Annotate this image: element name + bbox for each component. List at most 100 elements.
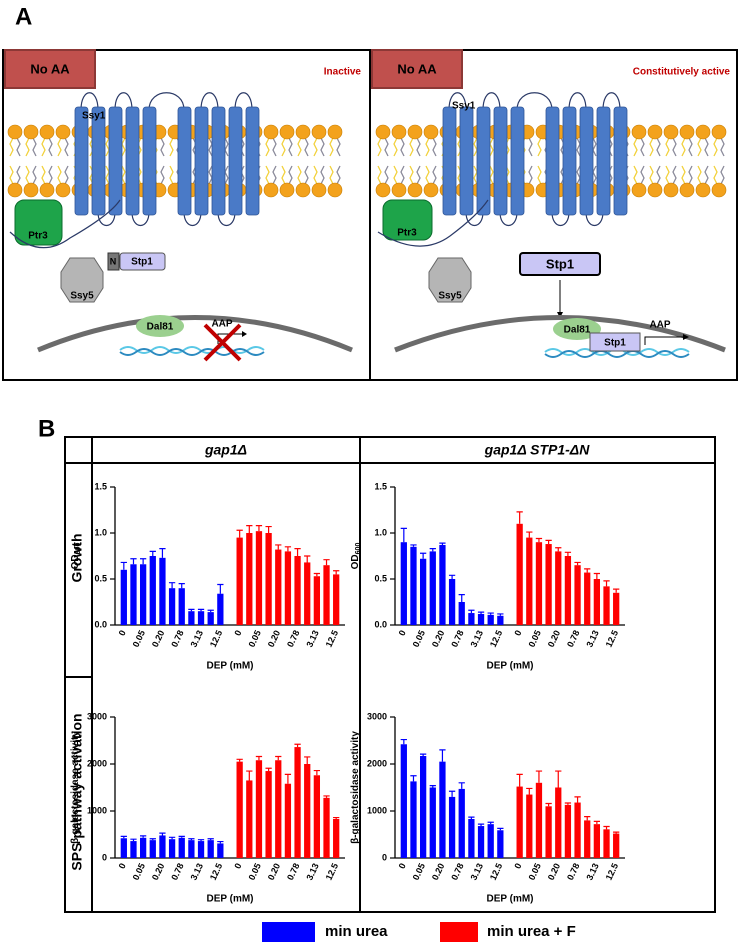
- lipid-head: [407, 182, 423, 198]
- lipid-tail: [265, 165, 270, 185]
- y-tick-label: 1000: [367, 805, 387, 815]
- ptr3: [382, 199, 433, 241]
- lipid-head: [327, 182, 343, 198]
- lipid-head: [631, 124, 647, 140]
- lipid-tail: [457, 137, 462, 157]
- lipid-tail: [16, 137, 21, 157]
- lipid-tail: [121, 165, 126, 185]
- lipid-tail: [41, 165, 46, 185]
- y-tick-label: 0.5: [94, 573, 107, 583]
- lipid-tail: [560, 165, 565, 185]
- error-bar: [419, 753, 427, 757]
- lipid-tail: [313, 165, 318, 185]
- bar: [246, 780, 253, 858]
- error-bar: [497, 827, 504, 831]
- lipid-tail: [649, 165, 654, 185]
- lipid-tail: [288, 137, 293, 157]
- bar: [139, 837, 147, 858]
- lipid-tail: [473, 165, 478, 185]
- x-tick-label: 3.13: [469, 862, 485, 882]
- column-header: gap1Δ: [204, 442, 247, 458]
- lipid-head: [295, 182, 311, 198]
- lipid-tail: [137, 137, 142, 157]
- x-tick-label: 0.05: [131, 629, 147, 649]
- bar: [275, 549, 282, 625]
- x-axis-label: DEP (mM): [206, 661, 253, 672]
- bar: [246, 533, 253, 625]
- loop: [148, 92, 185, 111]
- error-bar: [535, 770, 543, 783]
- error-bar: [236, 758, 243, 762]
- lipid-tail: [672, 165, 677, 185]
- lipid-tail: [656, 137, 661, 157]
- error-bar: [139, 558, 147, 565]
- lipid-tail: [48, 165, 53, 185]
- stp1-label: Stp1: [546, 256, 574, 271]
- y-tick-label: 1.0: [94, 527, 107, 537]
- lipid-head: [311, 124, 327, 140]
- loop: [448, 92, 467, 111]
- y-axis-label: β-galactosidase activity: [350, 731, 361, 844]
- lipid-head: [663, 124, 679, 140]
- lipid-tail: [25, 137, 30, 157]
- bar: [333, 818, 340, 858]
- n-domain-label: N: [110, 256, 117, 266]
- lipid-tail: [208, 165, 213, 185]
- loop: [80, 92, 99, 111]
- bar: [207, 612, 214, 625]
- x-tick-label: 0.05: [411, 629, 427, 649]
- lipid-head: [663, 182, 679, 198]
- sensor-label: Ssy1: [82, 111, 106, 122]
- x-tick-label: 3.13: [189, 629, 205, 649]
- error-bar: [294, 743, 301, 748]
- loop: [551, 211, 570, 227]
- lipid-tail: [281, 165, 286, 185]
- error-bar: [188, 608, 195, 612]
- lipid-tail: [169, 165, 174, 185]
- x-tick-label: 0.78: [169, 629, 185, 649]
- bar: [400, 744, 407, 858]
- y-tick-label: 2000: [367, 758, 387, 768]
- error-bar: [555, 547, 562, 552]
- error-bar: [448, 790, 456, 797]
- x-tick-label: 0.20: [150, 862, 166, 882]
- lipid-head: [311, 182, 327, 198]
- error-bar: [410, 775, 417, 782]
- bar: [178, 837, 185, 858]
- error-bar: [487, 821, 494, 825]
- helix: [442, 106, 457, 216]
- y-tick-label: 0: [102, 852, 107, 862]
- y-axis-label-text: OD: [70, 554, 81, 569]
- lipid-head: [631, 182, 647, 198]
- lipid-tail: [672, 137, 677, 157]
- lipid-tail: [377, 137, 382, 157]
- bar: [526, 794, 533, 858]
- bar: [419, 756, 427, 858]
- bar: [574, 802, 581, 858]
- legend-swatch: [262, 922, 315, 942]
- x-tick-label: 12.5: [208, 862, 224, 882]
- lipid-tail: [457, 165, 462, 185]
- nucleus: [37, 315, 353, 353]
- x-tick-label: 0.20: [266, 629, 282, 649]
- error-bar: [613, 588, 620, 593]
- bar: [178, 588, 185, 625]
- bar: [304, 562, 311, 625]
- x-tick-label: 12.5: [604, 629, 620, 649]
- bar: [313, 775, 321, 858]
- lipid-tail: [224, 137, 229, 157]
- bar: [188, 840, 195, 858]
- bar: [468, 613, 475, 625]
- lipid-head: [279, 182, 295, 198]
- lipid-tail: [665, 165, 670, 185]
- lipid-head: [23, 182, 39, 198]
- bar: [564, 556, 572, 625]
- lipid-tail: [416, 137, 421, 157]
- bar: [593, 579, 601, 625]
- y-axis-label-text: β-galactosidase activity: [350, 731, 361, 844]
- lipid-tail: [608, 137, 613, 157]
- error-bar: [603, 580, 610, 587]
- x-tick-label: 0.78: [449, 862, 465, 882]
- lipid-tail: [169, 137, 174, 157]
- lipid-tail: [704, 137, 709, 157]
